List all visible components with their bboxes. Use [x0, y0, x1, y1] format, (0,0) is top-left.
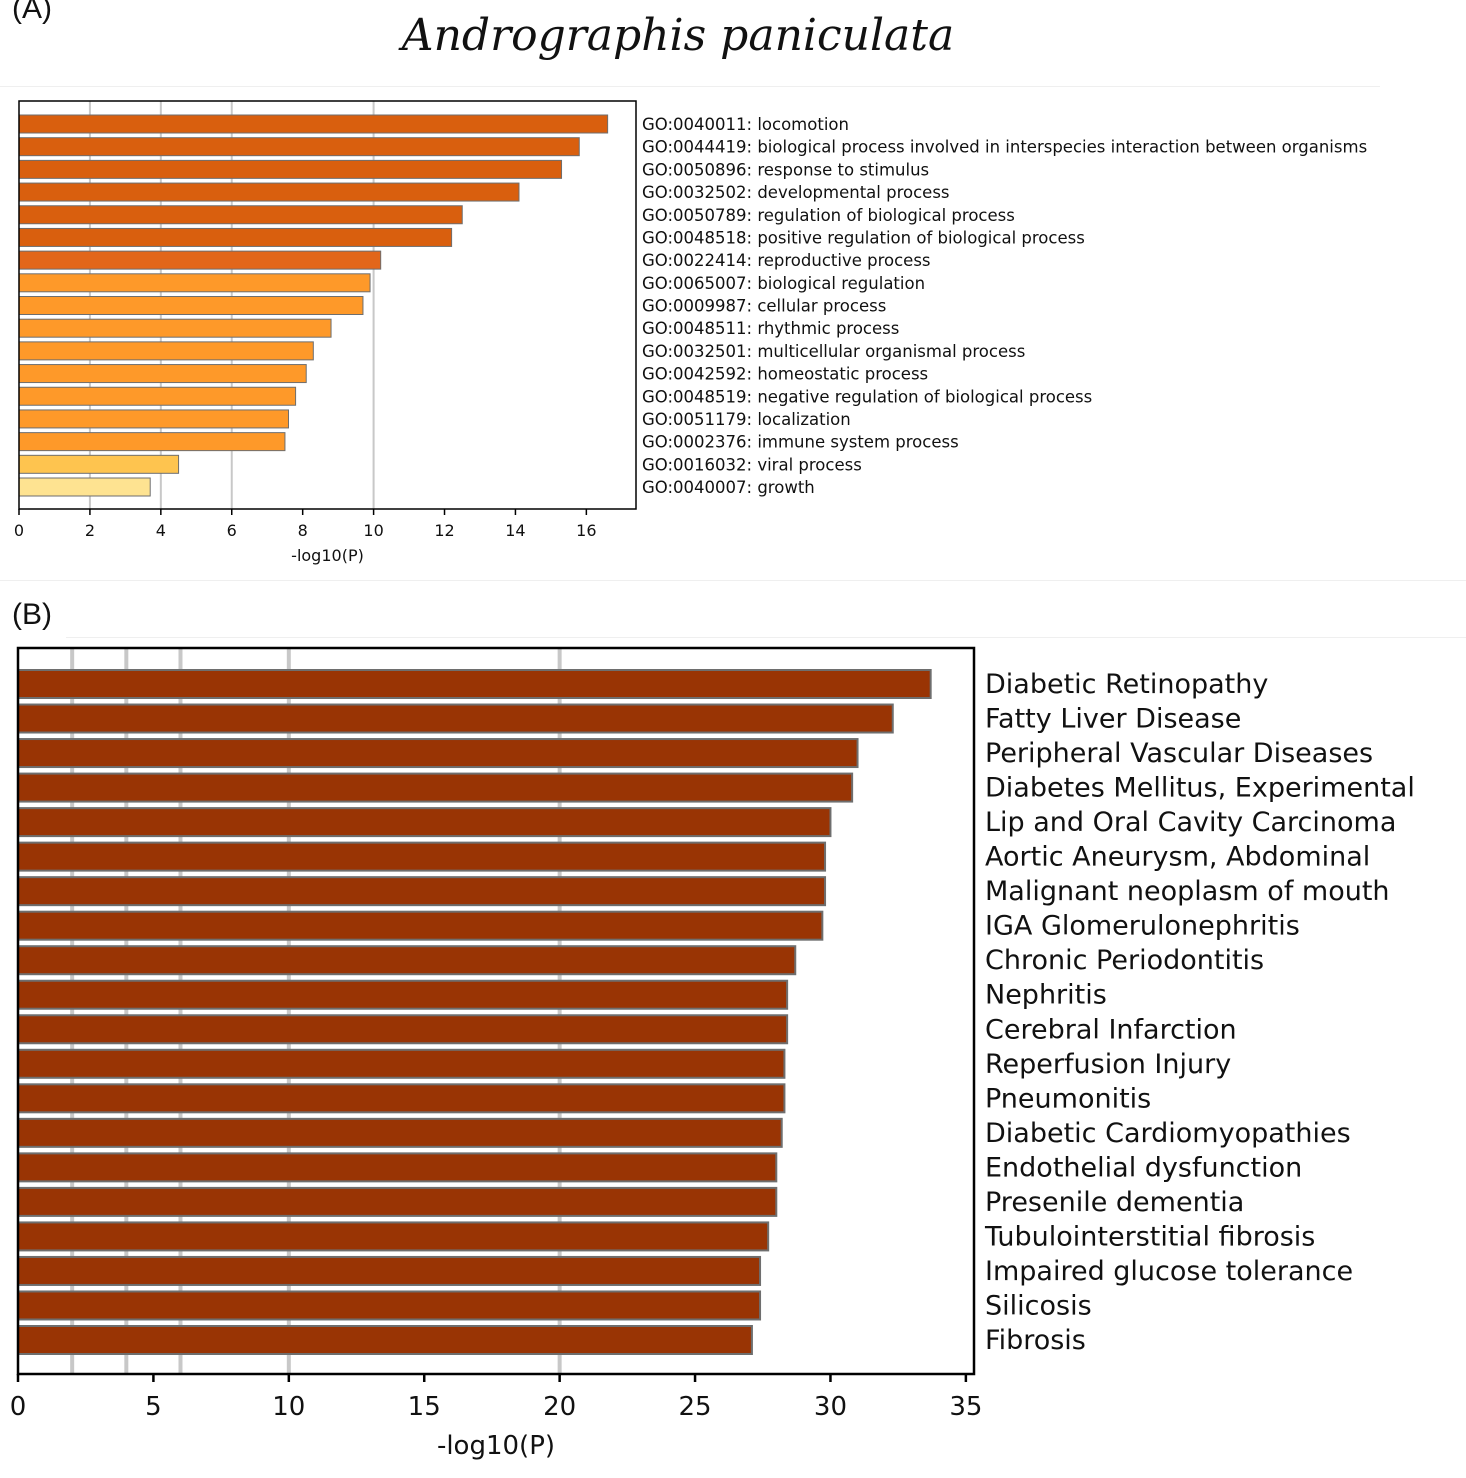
a-category-label: GO:0022414: reproductive process	[642, 251, 931, 270]
separator-top	[0, 86, 1380, 87]
b-bar	[17, 1083, 786, 1114]
b-bar	[17, 1117, 783, 1148]
a-category-label: GO:0032501: multicellular organismal pro…	[642, 342, 1025, 361]
b-bar	[17, 1290, 762, 1321]
b-category-label: Silicosis	[985, 1290, 1092, 1321]
a-tick-label: 2	[85, 521, 95, 540]
a-category-label: GO:0009987: cellular process	[642, 297, 886, 316]
b-category-label: Peripheral Vascular Diseases	[985, 738, 1373, 769]
figure-title: Andrographis paniculata	[401, 10, 955, 61]
a-category-label: GO:0050896: response to stimulus	[642, 160, 929, 179]
a-category-label: GO:0002376: immune system process	[642, 433, 959, 452]
b-category-label: Impaired glucose tolerance	[985, 1256, 1353, 1287]
b-bar	[17, 979, 789, 1010]
a-category-label: GO:0048511: rhythmic process	[642, 319, 899, 338]
a-tick-label: 8	[298, 521, 308, 540]
a-category-label: GO:0050789: regulation of biological pro…	[642, 206, 1015, 225]
panel-b-label: (B)	[12, 598, 52, 631]
b-tick-label: 5	[145, 1392, 162, 1422]
b-bar	[17, 738, 859, 769]
b-bar	[17, 1152, 778, 1183]
a-tick-label: 10	[363, 521, 383, 540]
b-category-label: Tubulointerstitial fibrosis	[984, 1221, 1315, 1252]
b-category-label: Presenile dementia	[985, 1187, 1244, 1218]
a-tick-label: 16	[576, 521, 596, 540]
b-bar	[17, 876, 827, 907]
b-tick-label: 35	[949, 1392, 982, 1422]
b-category-label: Fatty Liver Disease	[985, 704, 1241, 735]
b-category-label: Diabetes Mellitus, Experimental	[985, 773, 1415, 804]
b-category-label: Cerebral Infarction	[985, 1014, 1237, 1045]
a-tick-label: 14	[505, 521, 525, 540]
a-category-label: GO:0016032: viral process	[642, 455, 862, 474]
separator-middle	[0, 580, 1466, 581]
a-category-label: GO:0044419: biological process involved …	[642, 138, 1367, 157]
b-bar	[17, 1014, 789, 1045]
a-category-label: GO:0048518: positive regulation of biolo…	[642, 228, 1085, 247]
b-bar	[17, 1048, 786, 1079]
b-tick-label: 0	[10, 1392, 27, 1422]
b-tick-label: 20	[543, 1392, 576, 1422]
b-tick-label: 15	[408, 1392, 441, 1422]
b-category-label: IGA Glomerulonephritis	[985, 911, 1300, 942]
b-category-label: Malignant neoplasm of mouth	[985, 876, 1390, 907]
b-category-label: Lip and Oral Cavity Carcinoma	[985, 807, 1396, 838]
b-category-label: Diabetic Retinopathy	[985, 669, 1268, 700]
b-bar	[17, 1255, 762, 1286]
a-plot-frame	[18, 100, 637, 510]
a-tick-label: 12	[434, 521, 454, 540]
b-bar	[17, 1186, 778, 1217]
b-bar	[17, 772, 854, 803]
b-tick-label: 30	[814, 1392, 847, 1422]
b-plot-frame	[16, 646, 976, 1376]
a-category-label: GO:0065007: biological regulation	[642, 274, 925, 293]
b-bar	[17, 1221, 770, 1252]
a-tick-label: 6	[227, 521, 237, 540]
a-category-label: GO:0040011: locomotion	[642, 115, 849, 134]
panel-a-label: (A)	[12, 0, 52, 25]
b-category-label: Diabetic Cardiomyopathies	[985, 1118, 1351, 1149]
b-category-label: Fibrosis	[985, 1325, 1086, 1356]
b-category-label: Aortic Aneurysm, Abdominal	[985, 842, 1370, 873]
a-category-label: GO:0048519: negative regulation of biolo…	[642, 387, 1092, 406]
a-tick-label: 0	[14, 521, 24, 540]
a-x-axis-label: -log10(P)	[291, 546, 364, 565]
chart-a: GO:0040011: locomotion GO:0044419: biolog…	[14, 100, 1367, 565]
b-bar	[17, 945, 797, 976]
b-category-label: Endothelial dysfunction	[985, 1152, 1302, 1183]
b-bar	[17, 841, 827, 872]
a-tick-label: 4	[156, 521, 166, 540]
a-category-label: GO:0051179: localization	[642, 410, 851, 429]
a-category-label: GO:0032502: developmental process	[642, 183, 950, 202]
a-category-label: GO:0040007: growth	[642, 478, 815, 497]
b-category-label: Pneumonitis	[985, 1083, 1151, 1114]
b-bar	[17, 1325, 753, 1355]
b-bar	[17, 807, 832, 838]
b-category-label: Nephritis	[985, 980, 1107, 1011]
b-x-axis-label: -log10(P)	[437, 1431, 555, 1461]
b-category-label: Reperfusion Injury	[985, 1049, 1231, 1080]
b-tick-label: 25	[679, 1392, 712, 1422]
separator-b	[66, 637, 1466, 638]
b-bar	[17, 703, 894, 734]
b-tick-label: 10	[272, 1392, 305, 1422]
b-bar	[17, 669, 932, 699]
b-bar	[17, 910, 824, 941]
b-category-label: Chronic Periodontitis	[985, 945, 1264, 976]
a-category-label: GO:0042592: homeostatic process	[642, 365, 928, 384]
